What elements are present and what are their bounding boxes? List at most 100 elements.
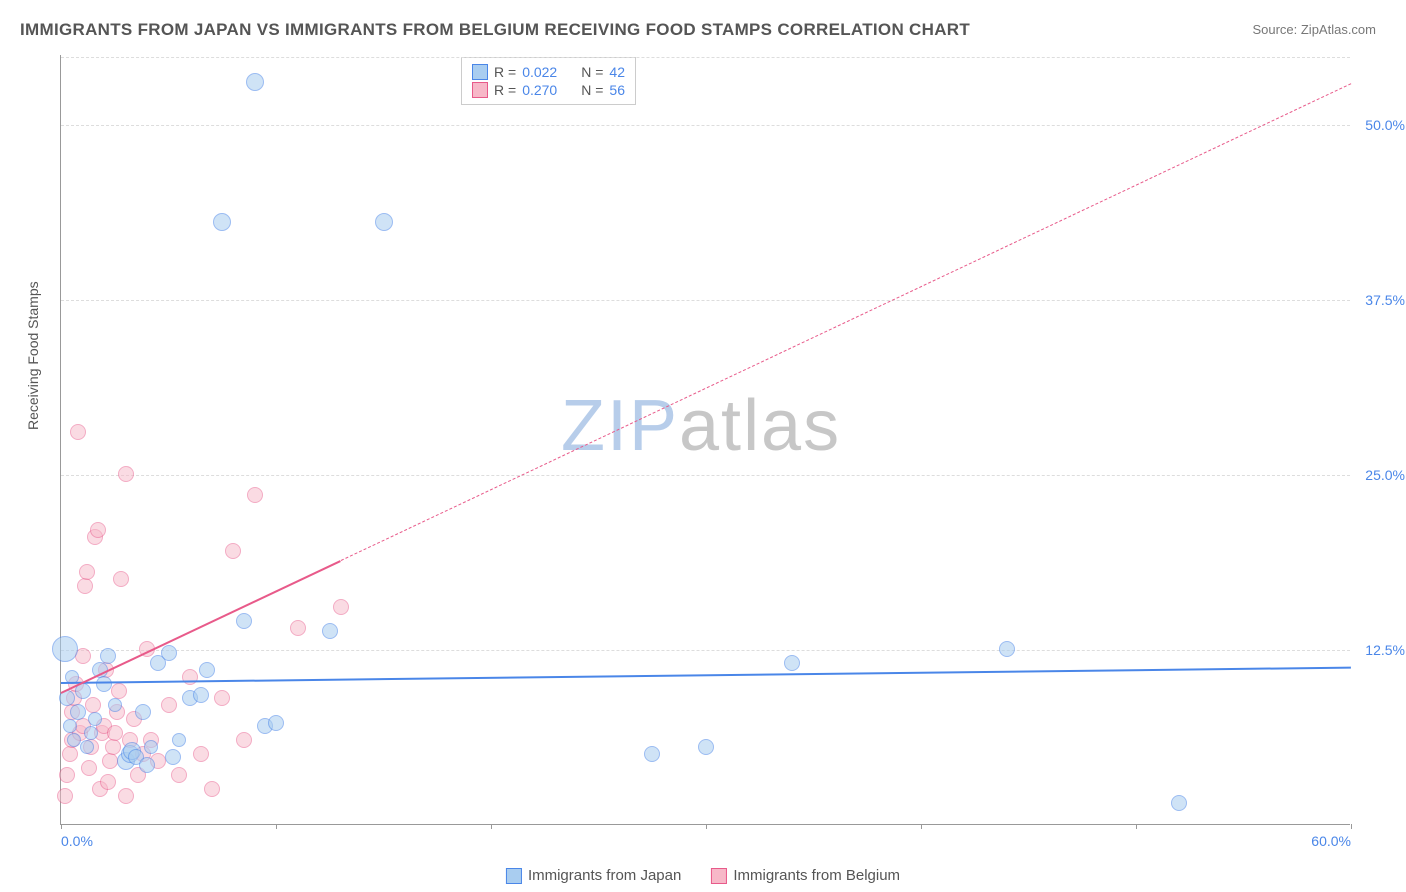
scatter-point (193, 687, 209, 703)
x-tick-mark (1351, 824, 1352, 829)
series-name: Immigrants from Japan (528, 867, 681, 884)
scatter-point (290, 620, 306, 636)
x-tick-mark (61, 824, 62, 829)
gridline (61, 300, 1350, 301)
scatter-point (77, 578, 93, 594)
scatter-point (105, 739, 121, 755)
scatter-point (199, 662, 215, 678)
scatter-point (84, 726, 98, 740)
scatter-point (268, 715, 284, 731)
scatter-point (80, 740, 94, 754)
trend-line-dashed (340, 83, 1351, 561)
source-name: ZipAtlas.com (1301, 22, 1376, 37)
gridline (61, 57, 1350, 58)
scatter-point (225, 543, 241, 559)
scatter-point (67, 733, 81, 747)
scatter-point (100, 648, 116, 664)
watermark: ZIPatlas (561, 385, 841, 467)
scatter-point (70, 424, 86, 440)
legend-swatch (506, 868, 522, 884)
scatter-point (698, 739, 714, 755)
r-label: R = (494, 64, 516, 80)
r-value: 0.022 (522, 64, 557, 80)
scatter-point (213, 213, 231, 231)
chart-title: IMMIGRANTS FROM JAPAN VS IMMIGRANTS FROM… (20, 20, 970, 40)
scatter-point (144, 740, 158, 754)
r-label: R = (494, 82, 516, 98)
gridline (61, 475, 1350, 476)
series-legend-item: Immigrants from Belgium (711, 867, 900, 884)
scatter-point (246, 73, 264, 91)
scatter-point (100, 774, 116, 790)
scatter-point (107, 725, 123, 741)
scatter-point (63, 719, 77, 733)
scatter-point (204, 781, 220, 797)
scatter-point (375, 213, 393, 231)
legend-swatch (472, 64, 488, 80)
r-value: 0.270 (522, 82, 557, 98)
scatter-point (999, 641, 1015, 657)
scatter-point (247, 487, 263, 503)
correlation-legend-row: R = 0.270 N = 56 (472, 82, 625, 98)
gridline (61, 650, 1350, 651)
watermark-part1: ZIP (561, 386, 679, 466)
x-tick-mark (276, 824, 277, 829)
n-label: N = (581, 64, 603, 80)
legend-swatch (711, 868, 727, 884)
scatter-point (172, 733, 186, 747)
scatter-point (171, 767, 187, 783)
scatter-point (161, 645, 177, 661)
x-tick-label: 0.0% (61, 833, 93, 849)
legend-swatch (472, 82, 488, 98)
n-label: N = (581, 82, 603, 98)
scatter-point (644, 746, 660, 762)
scatter-point (135, 704, 151, 720)
scatter-point (62, 746, 78, 762)
y-tick-label: 12.5% (1365, 642, 1405, 658)
source-label: Source: (1252, 22, 1300, 37)
plot-area: ZIPatlas R =0.022N =42R =0.270N =56 12.5… (60, 55, 1350, 825)
scatter-point (322, 623, 338, 639)
n-value: 42 (609, 64, 625, 80)
correlation-legend: R = 0.022 N = 42 R = 0.270 N = 56 (461, 57, 636, 105)
series-name: Immigrants from Belgium (733, 867, 900, 884)
scatter-point (214, 690, 230, 706)
scatter-point (333, 599, 349, 615)
scatter-point (193, 746, 209, 762)
correlation-legend-row: R = 0.022 N = 42 (472, 64, 625, 80)
source-citation: Source: ZipAtlas.com (1252, 22, 1376, 37)
scatter-point (236, 732, 252, 748)
scatter-point (85, 697, 101, 713)
scatter-point (118, 466, 134, 482)
x-tick-mark (921, 824, 922, 829)
scatter-point (96, 676, 112, 692)
scatter-point (139, 757, 155, 773)
n-value: 56 (609, 82, 625, 98)
x-tick-mark (706, 824, 707, 829)
scatter-point (165, 749, 181, 765)
scatter-point (182, 669, 198, 685)
scatter-point (57, 788, 73, 804)
x-tick-label: 60.0% (1311, 833, 1351, 849)
y-axis-label: Receiving Food Stamps (25, 281, 41, 430)
scatter-point (59, 767, 75, 783)
scatter-point (1171, 795, 1187, 811)
gridline (61, 125, 1350, 126)
scatter-point (236, 613, 252, 629)
y-tick-label: 37.5% (1365, 292, 1405, 308)
trend-line (61, 667, 1351, 684)
x-tick-mark (491, 824, 492, 829)
scatter-point (784, 655, 800, 671)
scatter-point (88, 712, 102, 726)
scatter-point (79, 564, 95, 580)
scatter-point (108, 698, 122, 712)
y-tick-label: 50.0% (1365, 117, 1405, 133)
scatter-point (52, 636, 78, 662)
scatter-point (81, 760, 97, 776)
watermark-part2: atlas (679, 386, 841, 466)
scatter-point (118, 788, 134, 804)
scatter-point (111, 683, 127, 699)
scatter-point (70, 704, 86, 720)
x-tick-mark (1136, 824, 1137, 829)
scatter-point (90, 522, 106, 538)
